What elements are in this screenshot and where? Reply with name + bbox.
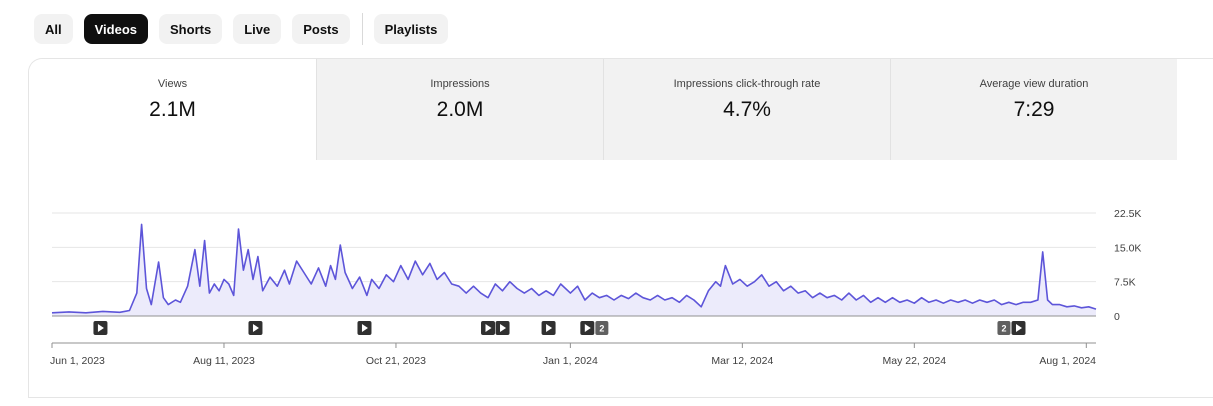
metric-tab-ctr[interactable]: Impressions click-through rate 4.7%	[603, 59, 890, 160]
video-publish-marker[interactable]	[481, 321, 496, 335]
y-tick-label: 22.5K	[1114, 208, 1141, 220]
x-tick-label: Jun 1, 2023	[50, 355, 105, 367]
filter-chip-shorts[interactable]: Shorts	[159, 14, 223, 44]
metric-value: 2.0M	[436, 98, 484, 121]
video-publish-marker[interactable]	[1011, 321, 1026, 335]
video-publish-marker[interactable]	[580, 321, 595, 335]
play-icon	[1015, 324, 1022, 332]
publish-count-label: 2	[1001, 324, 1006, 334]
play-icon	[500, 324, 507, 332]
video-publish-marker[interactable]	[357, 321, 372, 335]
metric-tab-views[interactable]: Views 2.1M	[29, 59, 316, 160]
filter-chip-posts[interactable]: Posts	[292, 14, 350, 44]
play-icon	[252, 324, 259, 332]
filter-chip-live[interactable]: Live	[233, 14, 282, 44]
play-icon	[97, 324, 104, 332]
views-area-fill	[52, 224, 1096, 316]
video-publish-marker[interactable]	[248, 321, 263, 335]
content-type-filter-bar: All Videos Shorts Live Posts Playlists	[34, 13, 459, 45]
publish-count-marker[interactable]: 2	[595, 321, 609, 335]
x-tick-label: Oct 21, 2023	[366, 355, 426, 367]
play-icon	[361, 324, 368, 332]
y-tick-label: 15.0K	[1114, 242, 1141, 254]
filter-chip-videos[interactable]: Videos	[83, 14, 149, 44]
video-publish-marker[interactable]	[495, 321, 510, 335]
y-tick-label: 0	[1114, 311, 1120, 323]
x-tick-label: Mar 12, 2024	[711, 355, 773, 367]
metric-label: Views	[157, 78, 188, 90]
metric-label: Impressions click-through rate	[673, 78, 821, 90]
metric-tab-impressions[interactable]: Impressions 2.0M	[316, 59, 603, 160]
metric-value: 4.7%	[723, 98, 771, 121]
metric-label: Impressions	[430, 78, 490, 90]
x-axis-ticks: Jun 1, 2023 Aug 11, 2023 Oct 21, 2023 Jan 1…	[50, 343, 1096, 367]
metric-value: 7:29	[1013, 98, 1055, 121]
video-publish-marker[interactable]	[93, 321, 108, 335]
x-tick-label: Aug 1, 2024	[1039, 355, 1096, 367]
publish-count-marker[interactable]: 2	[997, 321, 1011, 335]
video-publish-marker[interactable]	[541, 321, 556, 335]
analytics-card: Views 2.1M Impressions 2.0M Impressions …	[28, 58, 1213, 398]
x-tick-label: May 22, 2024	[883, 355, 947, 367]
x-tick-label: Aug 11, 2023	[193, 355, 255, 367]
metric-label: Average view duration	[979, 78, 1089, 90]
play-icon	[485, 324, 492, 332]
publish-count-label: 2	[599, 324, 604, 334]
x-tick-label: Jan 1, 2024	[543, 355, 598, 367]
metric-value: 2.1M	[149, 98, 196, 121]
filter-divider	[361, 13, 363, 45]
filter-chip-playlists[interactable]: Playlists	[373, 14, 449, 44]
chart-gridlines	[52, 212, 1096, 283]
play-icon	[584, 324, 591, 332]
metric-tabs: Views 2.1M Impressions 2.0M Impressions …	[29, 59, 1177, 160]
y-axis-ticks: 0 7.5K 15.0K 22.5K	[1114, 208, 1141, 323]
filter-chip-all[interactable]: All	[34, 14, 73, 44]
play-icon	[546, 324, 553, 332]
views-series-line	[51, 223, 1097, 314]
metric-tab-avg-view-duration[interactable]: Average view duration 7:29	[890, 59, 1177, 160]
y-tick-label: 7.5K	[1114, 277, 1136, 289]
